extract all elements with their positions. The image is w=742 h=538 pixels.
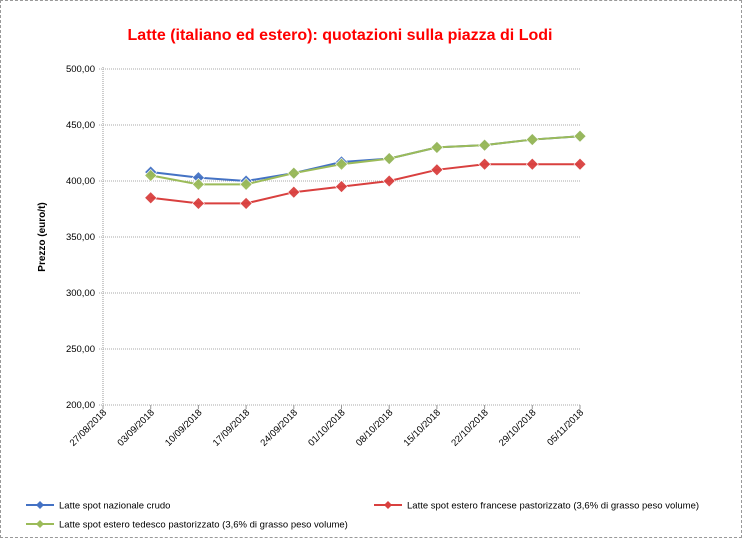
data-point-marker: [144, 168, 158, 182]
y-tick-label: 200,00: [66, 400, 95, 411]
legend-item: Latte spot estero francese pastorizzato …: [374, 501, 699, 512]
data-point-marker: [335, 180, 348, 194]
legend-label: Latte spot estero francese pastorizzato …: [407, 501, 699, 512]
x-tick-label: 15/10/2018: [402, 407, 443, 448]
series-2: [144, 157, 587, 210]
legend-marker-icon: [384, 501, 392, 509]
data-point-marker: [335, 157, 348, 171]
legend-item: Latte spot nazionale crudo: [26, 501, 170, 512]
legend-label: Latte spot nazionale crudo: [59, 501, 170, 512]
x-tick-label: 10/09/2018: [163, 407, 204, 448]
x-tick-label: 27/08/2018: [68, 407, 109, 448]
data-point-marker: [287, 185, 301, 199]
data-point-marker: [430, 163, 444, 177]
x-tick-label: 22/10/2018: [449, 407, 490, 448]
data-point-marker: [287, 166, 301, 180]
x-tick-label: 29/10/2018: [497, 407, 538, 448]
data-point-marker: [573, 129, 587, 143]
data-point-marker: [144, 191, 158, 205]
series-line: [150, 135, 581, 183]
data-point-marker: [382, 174, 396, 188]
legend-label: Latte spot estero tedesco pastorizzato (…: [59, 520, 348, 531]
x-tick-label: 01/10/2018: [306, 407, 347, 448]
legend-marker-icon: [36, 501, 44, 509]
data-point-marker: [382, 152, 396, 166]
x-tick-label: 03/09/2018: [115, 407, 156, 448]
data-point-marker: [573, 157, 587, 171]
data-point-marker: [478, 138, 492, 152]
data-point-marker: [239, 196, 253, 210]
data-point-marker: [239, 177, 253, 191]
series-3: [144, 129, 587, 191]
series-1: [144, 129, 587, 188]
y-tick-label: 350,00: [66, 232, 95, 243]
legend-item: Latte spot estero tedesco pastorizzato (…: [26, 520, 348, 531]
y-tick-label: 250,00: [66, 344, 95, 355]
x-tick-label: 08/10/2018: [354, 407, 395, 448]
x-tick-label: 05/11/2018: [545, 407, 586, 448]
x-tick-label: 17/09/2018: [211, 407, 252, 448]
series-line: [150, 163, 580, 205]
x-tick-label: 24/09/2018: [259, 407, 300, 448]
data-point-marker: [191, 177, 205, 191]
y-axis-label: Prezzo (euro/t): [37, 202, 48, 271]
data-point-marker: [430, 140, 444, 154]
y-tick-label: 300,00: [66, 288, 95, 299]
data-point-marker: [478, 157, 492, 171]
y-tick-label: 500,00: [66, 64, 95, 75]
y-tick-label: 450,00: [66, 120, 95, 131]
series-line: [150, 135, 581, 186]
legend-marker-icon: [36, 520, 44, 528]
data-point-marker: [525, 133, 539, 146]
data-point-marker: [191, 196, 205, 210]
data-point-marker: [525, 157, 539, 171]
y-tick-label: 400,00: [66, 176, 95, 187]
chart-title: Latte (italiano ed estero): quotazioni s…: [128, 27, 553, 44]
